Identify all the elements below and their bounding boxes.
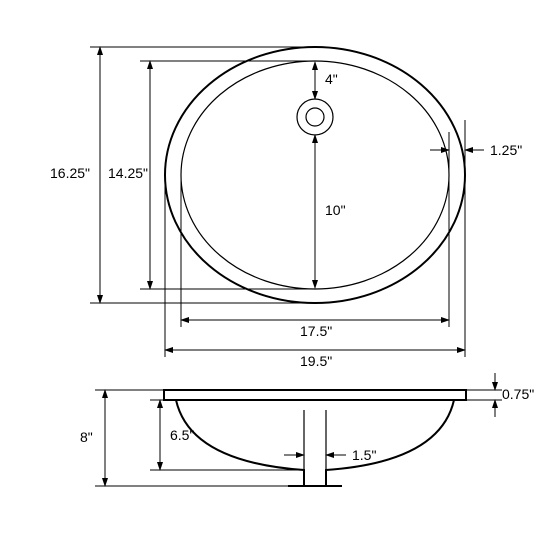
drain-inner bbox=[306, 108, 324, 126]
dim-15-label: 1.5" bbox=[352, 447, 376, 463]
dim-8-label: 8" bbox=[80, 429, 93, 445]
top-view: 4" 10" 1.25" 16.25" 14.25" 17.5" 19.5" bbox=[50, 47, 522, 369]
dim-175-label: 17.5" bbox=[300, 323, 332, 339]
dim-1625-label: 16.25" bbox=[50, 165, 90, 181]
bowl-profile bbox=[176, 400, 454, 486]
side-view: 8" 6.5" 1.5" 0.75" bbox=[80, 373, 534, 486]
dim-rim-label: 1.25" bbox=[490, 142, 522, 158]
drain-outer bbox=[297, 99, 333, 135]
dim-195-label: 19.5" bbox=[300, 353, 332, 369]
dim-075-label: 0.75" bbox=[502, 386, 534, 402]
dim-1425-label: 14.25" bbox=[108, 165, 148, 181]
dim-10in-label: 10" bbox=[325, 202, 346, 218]
dim-4in-label: 4" bbox=[325, 71, 338, 87]
dim-65-label: 6.5" bbox=[170, 427, 194, 443]
sink-dimension-diagram: 4" 10" 1.25" 16.25" 14.25" 17.5" 19.5" bbox=[0, 0, 550, 550]
rim-profile bbox=[164, 390, 466, 400]
